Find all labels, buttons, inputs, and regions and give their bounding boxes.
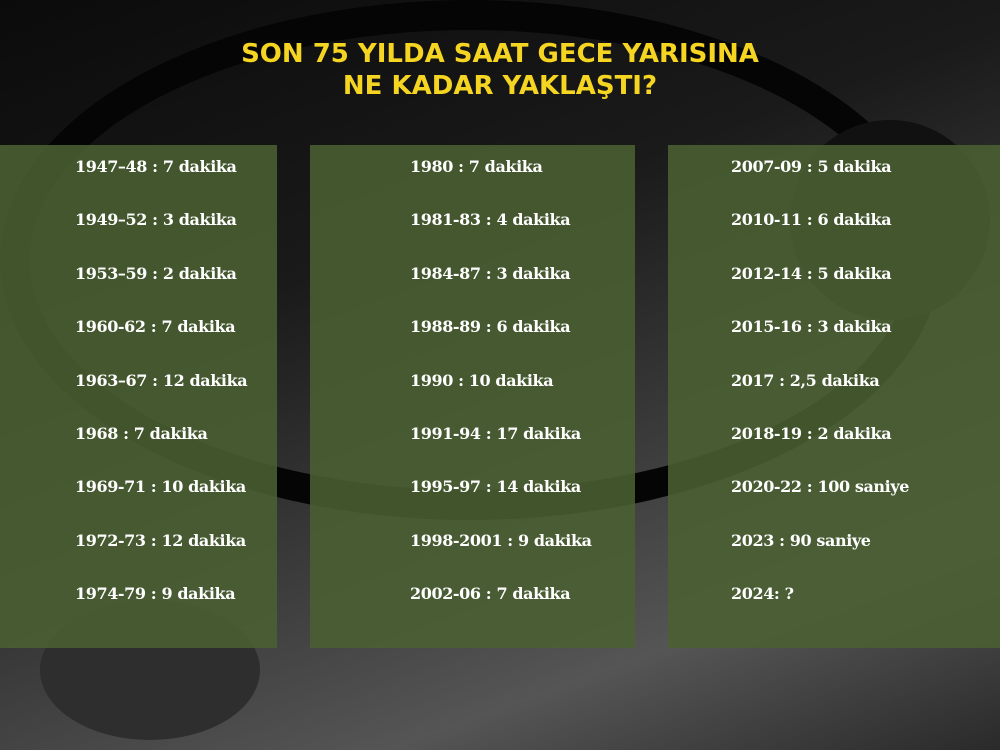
timeline-entry: 2002-06 : 7 dakika bbox=[410, 584, 571, 604]
timeline-entry: 1974-79 : 9 dakika bbox=[75, 584, 236, 604]
timeline-entry: 1947–48 : 7 dakika bbox=[75, 157, 237, 176]
timeline-column-2: 1980 : 7 dakika 1981-83 : 4 dakika 1984-… bbox=[410, 157, 592, 638]
timeline-entry: 2020-22 : 100 saniye bbox=[731, 477, 910, 497]
timeline-entry: 2015-16 : 3 dakika bbox=[731, 317, 892, 337]
panel-right bbox=[668, 145, 1000, 648]
timeline-entry: 1988-89 : 6 dakika bbox=[410, 317, 571, 337]
page-title: SON 75 YILDA SAAT GECE YARISINA NE KADAR… bbox=[0, 38, 1000, 102]
timeline-entry: 1960-62 : 7 dakika bbox=[75, 317, 236, 337]
timeline-entry: 1981-83 : 4 dakika bbox=[410, 210, 571, 230]
timeline-entry: 1995-97 : 14 dakika bbox=[410, 477, 581, 497]
timeline-entry: 1998-2001 : 9 dakika bbox=[410, 530, 592, 550]
timeline-entry: 1990 : 10 dakika bbox=[410, 370, 554, 390]
timeline-entry: 1953–59 : 2 dakika bbox=[75, 263, 237, 283]
timeline-entry: 2023 : 90 saniye bbox=[731, 530, 871, 550]
title-line-1: SON 75 YILDA SAAT GECE YARISINA bbox=[241, 39, 759, 69]
timeline-entry: 2007-09 : 5 dakika bbox=[731, 157, 892, 176]
timeline-column-1: 1947–48 : 7 dakika 1949–52 : 3 dakika 19… bbox=[75, 157, 248, 638]
timeline-entry: 1984-87 : 3 dakika bbox=[410, 263, 571, 283]
timeline-entry: 2018-19 : 2 dakika bbox=[731, 423, 892, 443]
timeline-entry: 1968 : 7 dakika bbox=[75, 423, 208, 443]
timeline-entry: 2010-11 : 6 dakika bbox=[731, 210, 892, 230]
panel-middle bbox=[310, 145, 635, 648]
timeline-entry: 1991-94 : 17 dakika bbox=[410, 423, 581, 443]
timeline-entry: 1963–67 : 12 dakika bbox=[75, 370, 248, 390]
timeline-entry: 2017 : 2,5 dakika bbox=[731, 370, 880, 390]
timeline-entry: 1969-71 : 10 dakika bbox=[75, 477, 246, 497]
timeline-entry: 2012-14 : 5 dakika bbox=[731, 263, 892, 283]
title-line-2: NE KADAR YAKLAŞTI? bbox=[342, 71, 658, 101]
timeline-entry: 1980 : 7 dakika bbox=[410, 157, 543, 176]
timeline-entry: 1949–52 : 3 dakika bbox=[75, 210, 237, 230]
timeline-column-3: 2007-09 : 5 dakika 2010-11 : 6 dakika 20… bbox=[731, 157, 909, 638]
timeline-entry: 1972-73 : 12 dakika bbox=[75, 530, 246, 550]
panel-left bbox=[0, 145, 277, 648]
timeline-entry: 2024: ? bbox=[731, 584, 794, 604]
